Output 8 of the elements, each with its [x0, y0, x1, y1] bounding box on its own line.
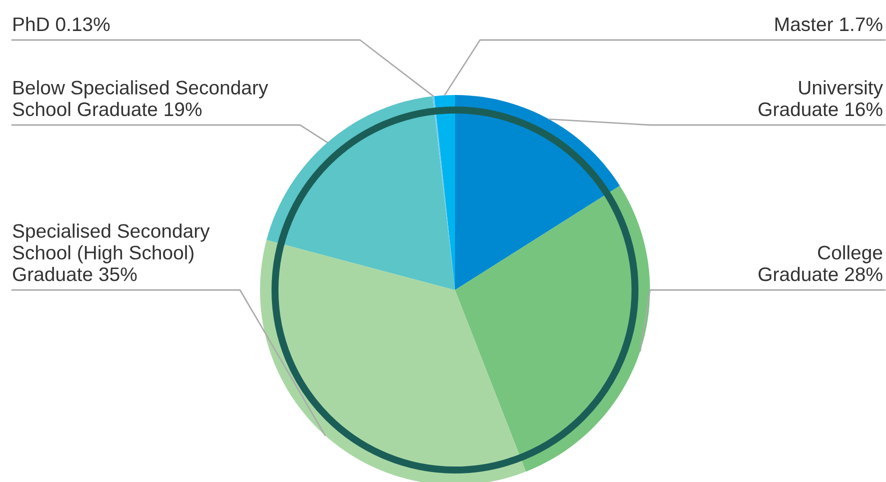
slice-label: College Graduate 28%: [758, 245, 882, 282]
pie-slice: [455, 95, 620, 290]
pie-slice: [266, 96, 455, 290]
slice-label: Master 1.7%: [775, 17, 882, 32]
slice-label: University Graduate 16%: [758, 80, 883, 116]
slice-label: PhD 0.13%: [14, 16, 110, 32]
slice-label: Below Specialised Secondary School Graduate 19%: [12, 80, 268, 116]
slice-label: Specialised Secondary School (High School) Graduate 35%: [12, 224, 210, 282]
